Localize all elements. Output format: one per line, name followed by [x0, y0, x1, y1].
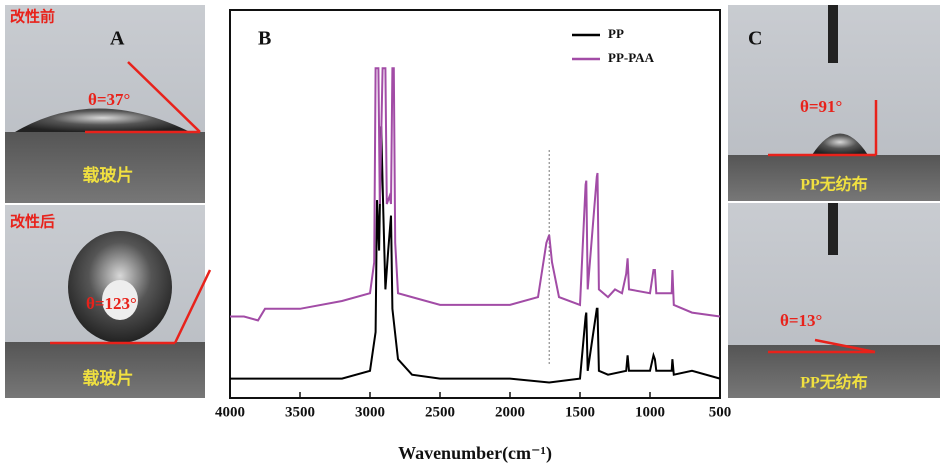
- angle: θ=13°: [780, 311, 822, 330]
- series-line: [230, 126, 721, 384]
- substrate: [728, 345, 940, 398]
- x-tick-label: 3500: [285, 404, 315, 420]
- plot-frame: [229, 9, 721, 399]
- panel-c: C θ=91° PP无纺布 θ=13° PP无纺布: [728, 5, 940, 398]
- x-tick-label: 1500: [565, 404, 595, 420]
- caption: 改性后: [10, 212, 55, 230]
- substrate: [5, 342, 205, 398]
- x-tick-label: 3000: [355, 404, 385, 420]
- legend-label: PP-PAA: [608, 50, 655, 65]
- substrate: [5, 132, 205, 203]
- droplet: [15, 108, 190, 132]
- substrate-label: 载玻片: [83, 368, 134, 388]
- panel-a: 改性前 A θ=37° 载玻片 改性后 θ=123° 载玻片: [5, 5, 212, 398]
- x-tick-label: 1000: [635, 404, 665, 420]
- substrate-label: 载玻片: [83, 165, 134, 185]
- panel-label: A: [110, 28, 125, 50]
- angle: θ=37°: [88, 90, 130, 109]
- droplet: [812, 133, 868, 155]
- panel-label: B: [258, 28, 271, 50]
- angle-lines: [50, 61, 212, 345]
- legend-label: PP: [608, 26, 624, 41]
- needle: [828, 203, 838, 255]
- x-tick-label: 4000: [215, 404, 245, 420]
- angle: θ=123°: [86, 294, 137, 313]
- angle-lines: [768, 100, 878, 354]
- panel-label: C: [748, 28, 762, 50]
- angle: θ=91°: [800, 97, 842, 116]
- needle: [828, 5, 838, 63]
- x-tick-label: 2000: [495, 404, 525, 420]
- x-tick-label: 2500: [425, 404, 455, 420]
- x-axis-label: Wavenumber(cm⁻¹): [398, 443, 552, 464]
- series-line: [230, 67, 721, 322]
- x-tick-label: 500: [709, 404, 732, 420]
- caption: 改性前: [10, 7, 55, 25]
- substrate: [728, 155, 940, 201]
- highlight: [102, 280, 138, 320]
- substrate-label: PP无纺布: [800, 175, 868, 194]
- substrate-label: PP无纺布: [800, 373, 868, 392]
